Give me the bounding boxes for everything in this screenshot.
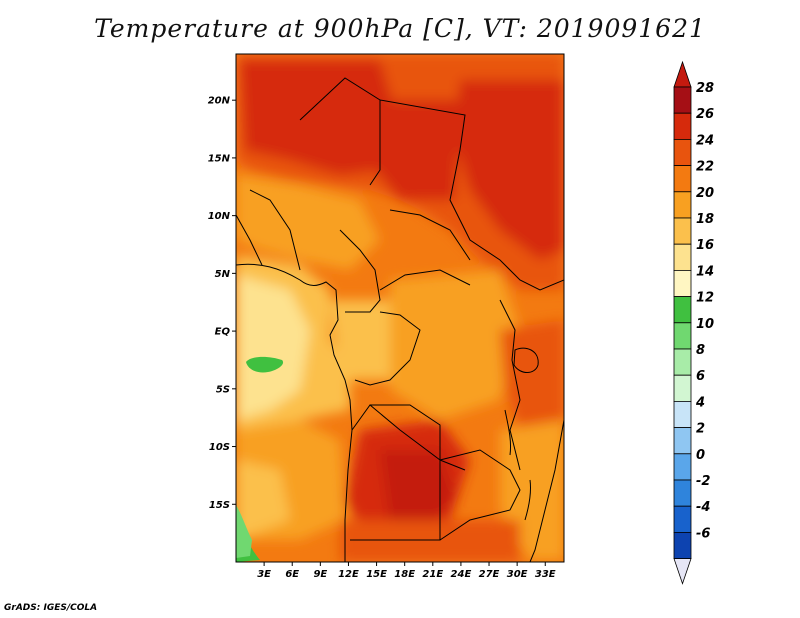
lon-tick-label: 33E (535, 569, 556, 580)
colorbar-label: 8 (696, 343, 705, 358)
border-angola (350, 404, 441, 541)
colorbar-label: 10 (696, 317, 714, 332)
lake-malawi (524, 479, 531, 521)
map-border (235, 53, 565, 563)
colorbar-label: 0 (696, 448, 705, 463)
border-sahara-2 (379, 99, 564, 291)
lat-tick-label: 10S (209, 442, 230, 453)
lon-tick-label: 21E (422, 569, 443, 580)
field-angola-red (380, 450, 455, 530)
colorbar-label: 12 (696, 291, 714, 306)
lon-tick-label: 3E (257, 569, 271, 580)
grads-credit: GrADS: IGES/COLA (4, 603, 98, 613)
border-drc-south (370, 404, 466, 471)
field-west-warm (236, 175, 380, 270)
latitude-ticks: 20N 15N 10N 5N EQ 5S 10S 15S (208, 96, 236, 511)
colorbar-label: -2 (696, 474, 710, 489)
border-east (499, 299, 521, 471)
colorbar-label: 2 (696, 422, 705, 437)
longitude-ticks: 3E 6E 9E 12E 15E 18E 21E 24E 27E 30E 33E (257, 562, 556, 580)
colorbar-swatch (673, 217, 692, 245)
lat-tick-label: 20N (208, 96, 231, 107)
colorbar-swatch (673, 112, 692, 140)
colorbar-swatch (673, 348, 692, 376)
lon-tick-label: 18E (394, 569, 415, 580)
field-northeast-very-hot (455, 80, 564, 260)
field-south-edge (340, 520, 520, 562)
colorbar-label: 20 (696, 186, 714, 201)
coastline-east-africa (529, 419, 564, 562)
field-chad-very-hot (370, 100, 460, 200)
colorbar-swatch (673, 191, 692, 219)
colorbar-label: 14 (696, 264, 714, 279)
lon-tick-label: 15E (366, 569, 387, 580)
field-cool-patch-southwest-light (236, 505, 252, 558)
colorbar-swatch (673, 296, 692, 324)
border-car (379, 269, 471, 291)
colorbar-label: -4 (696, 500, 710, 515)
colorbar-swatch (673, 138, 692, 166)
colorbar-swatch (673, 453, 692, 481)
border-drc-north (354, 311, 421, 386)
colorbar-top-triangle (673, 60, 692, 88)
lon-tick-label: 24E (451, 569, 472, 580)
colorbar-swatch (673, 322, 692, 350)
lat-tick-label: 15S (209, 500, 230, 511)
lake-tanganyika (504, 409, 511, 456)
field-north-very-hot (240, 60, 395, 175)
lon-tick-label: 9E (313, 569, 327, 580)
lake-victoria (513, 347, 539, 373)
lon-tick-label: 27E (479, 569, 500, 580)
lat-tick-label: 5S (216, 384, 230, 395)
field-east-lakes (500, 320, 564, 430)
colorbar-label: 18 (696, 212, 714, 227)
lat-tick-label: 10N (208, 211, 231, 222)
field-south-atlantic-pale (236, 460, 290, 540)
lon-tick-label: 12E (338, 569, 359, 580)
colorbar-label: 16 (696, 238, 714, 253)
colorbar-swatch (673, 243, 692, 271)
border-chad (389, 209, 471, 261)
colorbar-label: 4 (695, 395, 705, 410)
colorbar-swatch (673, 505, 692, 533)
colorbar-label: 26 (696, 107, 714, 122)
colorbar-label: 22 (696, 160, 714, 175)
colorbar-swatch (673, 532, 692, 560)
temperature-field (236, 54, 564, 562)
lon-tick-label: 6E (285, 569, 299, 580)
colorbar-swatch (673, 400, 692, 428)
border-west-1 (249, 189, 301, 271)
border-cameroon (339, 229, 381, 313)
colorbar-label: 6 (696, 369, 705, 384)
colorbar-swatch (673, 86, 692, 114)
colorbar-swatch (673, 427, 692, 455)
field-atlantic-palest (236, 275, 310, 420)
lat-tick-label: EQ (215, 327, 231, 338)
colorbar-label: 24 (696, 133, 714, 148)
colorbar-label: -6 (696, 526, 710, 541)
field-cool-patch-gulf (246, 356, 284, 373)
colorbar-swatch (673, 479, 692, 507)
coastlines-borders (236, 77, 564, 562)
colorbar-swatch (673, 165, 692, 193)
border-zambia (439, 449, 521, 541)
chart-title: Temperature at 900hPa [C], VT: 201909162… (94, 14, 706, 43)
lat-tick-label: 5N (215, 269, 231, 280)
field-congo-orange (390, 270, 520, 420)
lat-tick-label: 15N (208, 153, 231, 164)
colorbar-swatch (673, 374, 692, 402)
lon-tick-label: 30E (507, 569, 528, 580)
coastline-west-africa (236, 263, 353, 562)
border-west-2 (236, 214, 263, 266)
colorbar-label: 28 (696, 81, 714, 96)
colorbar-bottom-triangle (673, 558, 692, 585)
colorbar-swatch (673, 269, 692, 297)
